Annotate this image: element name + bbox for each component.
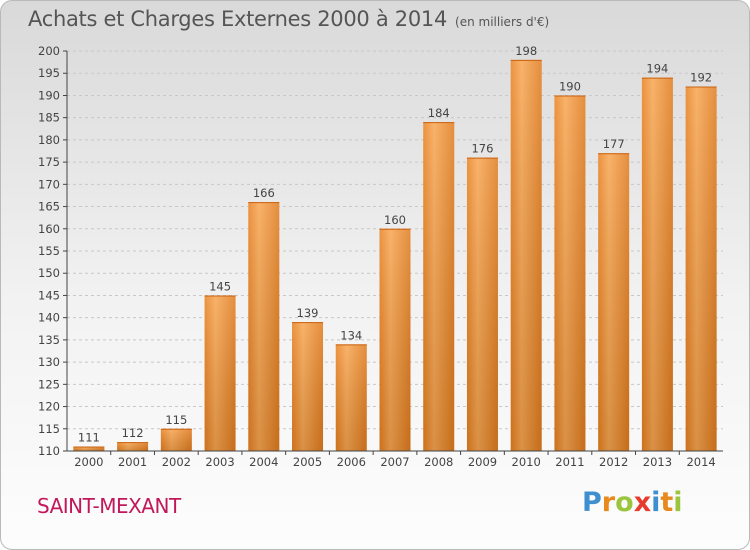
x-tick-label: 2004: [249, 455, 278, 469]
data-label: 160: [384, 213, 406, 227]
x-tick-label: 2001: [118, 455, 147, 469]
bar-shade: [292, 322, 324, 451]
bar-shade: [73, 446, 105, 451]
x-tick-label: 2002: [162, 455, 191, 469]
bar-shade: [379, 228, 411, 451]
y-tick-label: 125: [38, 377, 60, 391]
proxiti-logo: Proxiti: [582, 487, 683, 518]
y-tick-label: 150: [38, 266, 60, 280]
data-label: 115: [165, 413, 187, 427]
data-label: 198: [515, 44, 537, 58]
data-label: 134: [340, 328, 362, 342]
y-tick-label: 135: [38, 333, 60, 347]
y-tick-label: 180: [38, 133, 60, 147]
y-tick-label: 195: [38, 66, 60, 80]
x-tick-label: 2012: [599, 455, 628, 469]
y-tick-label: 145: [38, 288, 60, 302]
x-tick-label: 2003: [205, 455, 234, 469]
data-label: 112: [122, 426, 144, 440]
bar-shade: [248, 202, 280, 451]
bar-shade: [117, 442, 149, 451]
data-label: 166: [253, 186, 275, 200]
data-label: 176: [471, 142, 493, 156]
axes: 110 115 120 125 130 135 140 145 150 155 160 165 170 1…: [38, 44, 723, 469]
x-tick-label: 2000: [74, 455, 103, 469]
bar-shade: [598, 153, 630, 451]
x-tick-label: 2008: [424, 455, 453, 469]
data-label: 192: [690, 71, 712, 85]
y-tick-label: 120: [38, 400, 60, 414]
bar-shade: [510, 59, 542, 452]
bar-shade: [160, 428, 192, 451]
x-tick-label: 2013: [643, 455, 672, 469]
y-tick-label: 130: [38, 355, 60, 369]
y-tick-label: 160: [38, 222, 60, 236]
y-tick-label: 185: [38, 111, 60, 125]
y-tick-label: 175: [38, 155, 60, 169]
bar-shade: [423, 122, 455, 451]
bar-shade: [335, 344, 367, 451]
x-tick-label: 2010: [512, 455, 541, 469]
town-name: SAINT-MEXANT: [37, 494, 181, 518]
chart-subtitle: (en milliers d'€): [455, 15, 550, 29]
data-label: 111: [78, 431, 100, 445]
y-tick-label: 200: [38, 44, 60, 58]
chart-title-text: Achats et Charges Externes 2000 à 2014: [28, 7, 448, 31]
y-tick-label: 115: [38, 422, 60, 436]
x-tick-label: 2006: [337, 455, 366, 469]
bar-shade: [554, 95, 586, 451]
y-tick-label: 165: [38, 200, 60, 214]
data-label: 177: [603, 137, 625, 151]
x-tick-label: 2014: [686, 455, 715, 469]
y-tick-label: 170: [38, 177, 60, 191]
x-tick-label: 2005: [293, 455, 322, 469]
y-tick-label: 155: [38, 244, 60, 258]
bar-shade: [204, 295, 236, 451]
bar-shade: [685, 86, 717, 452]
y-tick-label: 190: [38, 88, 60, 102]
data-label: 145: [209, 279, 231, 293]
bar-shade: [466, 157, 498, 451]
x-tick-label: 2011: [555, 455, 584, 469]
y-tick-label: 110: [38, 444, 60, 458]
data-label: 184: [428, 106, 450, 120]
x-tick-label: 2007: [380, 455, 409, 469]
data-label: 139: [297, 306, 319, 320]
bars: [73, 59, 717, 452]
bar-shade: [641, 77, 673, 452]
chart-title: Achats et Charges Externes 2000 à 2014 (e…: [28, 7, 549, 31]
data-labels: 111 112 115 145 166 139 134 160 184 176 198 190 177 1…: [78, 44, 712, 445]
data-label: 194: [646, 62, 668, 76]
y-tick-label: 140: [38, 311, 60, 325]
data-label: 190: [559, 79, 581, 93]
x-tick-label: 2009: [468, 455, 497, 469]
